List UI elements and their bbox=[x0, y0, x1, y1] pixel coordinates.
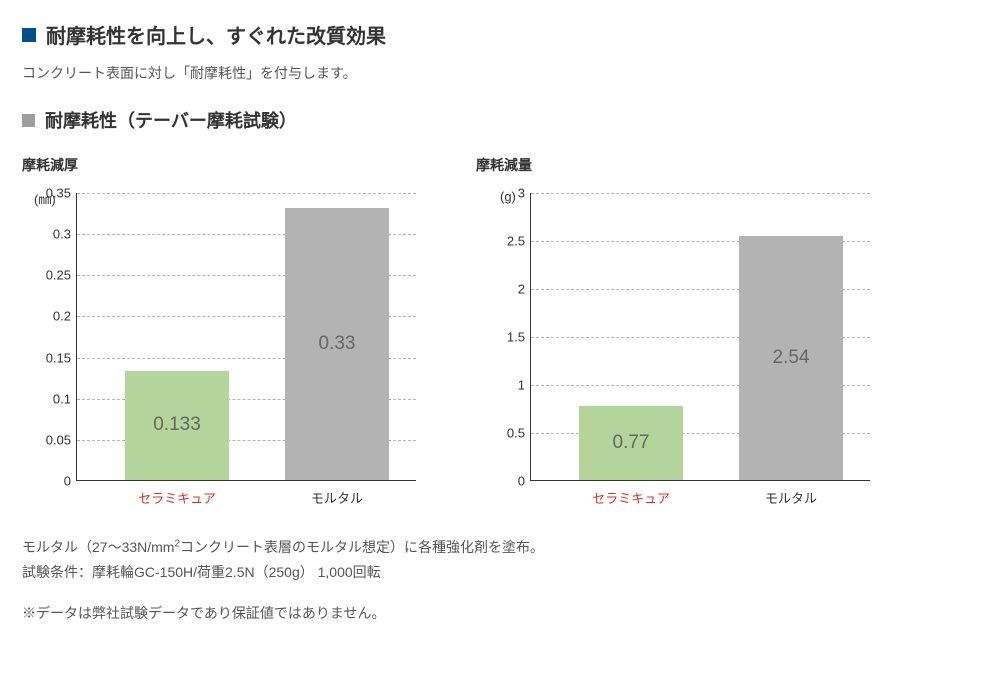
disclaimer: ※データは弊社試験データであり保証値ではありません。 bbox=[22, 603, 978, 623]
footnote-line2: 試験条件：摩耗輪GC-150H/荷重2.5N（250g） 1,000回転 bbox=[22, 564, 381, 580]
gray-square-icon bbox=[22, 114, 35, 127]
bar-value-label: 0.133 bbox=[153, 414, 201, 436]
y-tick-label: 0 bbox=[518, 474, 531, 489]
y-tick-label: 0.3 bbox=[53, 227, 77, 242]
y-tick-label: 0.25 bbox=[46, 268, 77, 283]
y-tick-label: 1.5 bbox=[507, 330, 531, 345]
footnote-line1b: コンクリート表層のモルタル想定）に各種強化剤を塗布。 bbox=[180, 539, 544, 555]
chart-subtitle: 摩耗減厚 bbox=[22, 155, 416, 175]
plot-area: 00.050.10.150.20.250.30.350.1330.33セラミキュ… bbox=[76, 193, 416, 481]
x-category-label: モルタル bbox=[311, 480, 363, 507]
footnote: モルタル（27～33N/mm2コンクリート表層のモルタル想定）に各種強化剤を塗布… bbox=[22, 535, 978, 585]
y-tick-label: 2 bbox=[518, 282, 531, 297]
bar: 0.133 bbox=[125, 371, 229, 480]
blue-square-icon bbox=[22, 28, 36, 42]
section-title: 耐摩耗性を向上し、すぐれた改質効果 bbox=[46, 20, 386, 49]
bar-value-label: 0.33 bbox=[319, 333, 356, 355]
y-tick-label: 0 bbox=[64, 474, 77, 489]
footnote-line1a: モルタル（27～33N/mm bbox=[22, 539, 174, 555]
bar: 0.77 bbox=[579, 406, 683, 480]
chart-wrap: (g)00.511.522.530.772.54セラミキュアモルタル bbox=[530, 193, 870, 481]
chart-subtitle: 摩耗減量 bbox=[476, 155, 870, 175]
plot-area: 00.511.522.530.772.54セラミキュアモルタル bbox=[530, 193, 870, 481]
bar-value-label: 2.54 bbox=[773, 347, 810, 369]
x-category-label: セラミキュア bbox=[592, 480, 670, 507]
y-tick-label: 1 bbox=[518, 378, 531, 393]
chart-block: 摩耗減量 (g) 0 0.5 1 1.5 2 2.5 3 0.77 2.54 セラミキュア モルタル bbox=[476, 155, 870, 513]
bar-value-label: 0.77 bbox=[613, 432, 650, 454]
y-tick-label: 2.5 bbox=[507, 234, 531, 249]
y-tick-label: 0.15 bbox=[46, 350, 77, 365]
x-category-label: セラミキュア bbox=[138, 480, 216, 507]
gridline bbox=[531, 193, 870, 194]
bar: 0.33 bbox=[285, 208, 389, 480]
chart-block: 摩耗減厚(㎜)00.050.10.150.20.250.30.350.1330.… bbox=[22, 155, 416, 513]
charts-row: 摩耗減厚(㎜)00.050.10.150.20.250.30.350.1330.… bbox=[22, 155, 978, 513]
section-heading: 耐摩耗性を向上し、すぐれた改質効果 bbox=[22, 20, 978, 49]
gridline bbox=[77, 193, 416, 194]
chart-wrap: (㎜)00.050.10.150.20.250.30.350.1330.33セラ… bbox=[76, 193, 416, 481]
bar: 2.54 bbox=[739, 236, 843, 480]
y-tick-label: 0.1 bbox=[53, 391, 77, 406]
section-description: コンクリート表面に対し「耐摩耗性」を付与します。 bbox=[22, 63, 978, 83]
y-tick-label: 3 bbox=[518, 186, 531, 201]
y-tick-label: 0.35 bbox=[46, 186, 77, 201]
subsection-heading: 耐摩耗性（テーバー摩耗試験） bbox=[22, 107, 978, 133]
y-tick-label: 0.5 bbox=[507, 426, 531, 441]
subsection-title: 耐摩耗性（テーバー摩耗試験） bbox=[45, 107, 297, 133]
y-tick-label: 0.2 bbox=[53, 309, 77, 324]
x-category-label: モルタル bbox=[765, 480, 817, 507]
y-tick-label: 0.05 bbox=[46, 432, 77, 447]
y-unit-label: (g) bbox=[500, 189, 516, 204]
